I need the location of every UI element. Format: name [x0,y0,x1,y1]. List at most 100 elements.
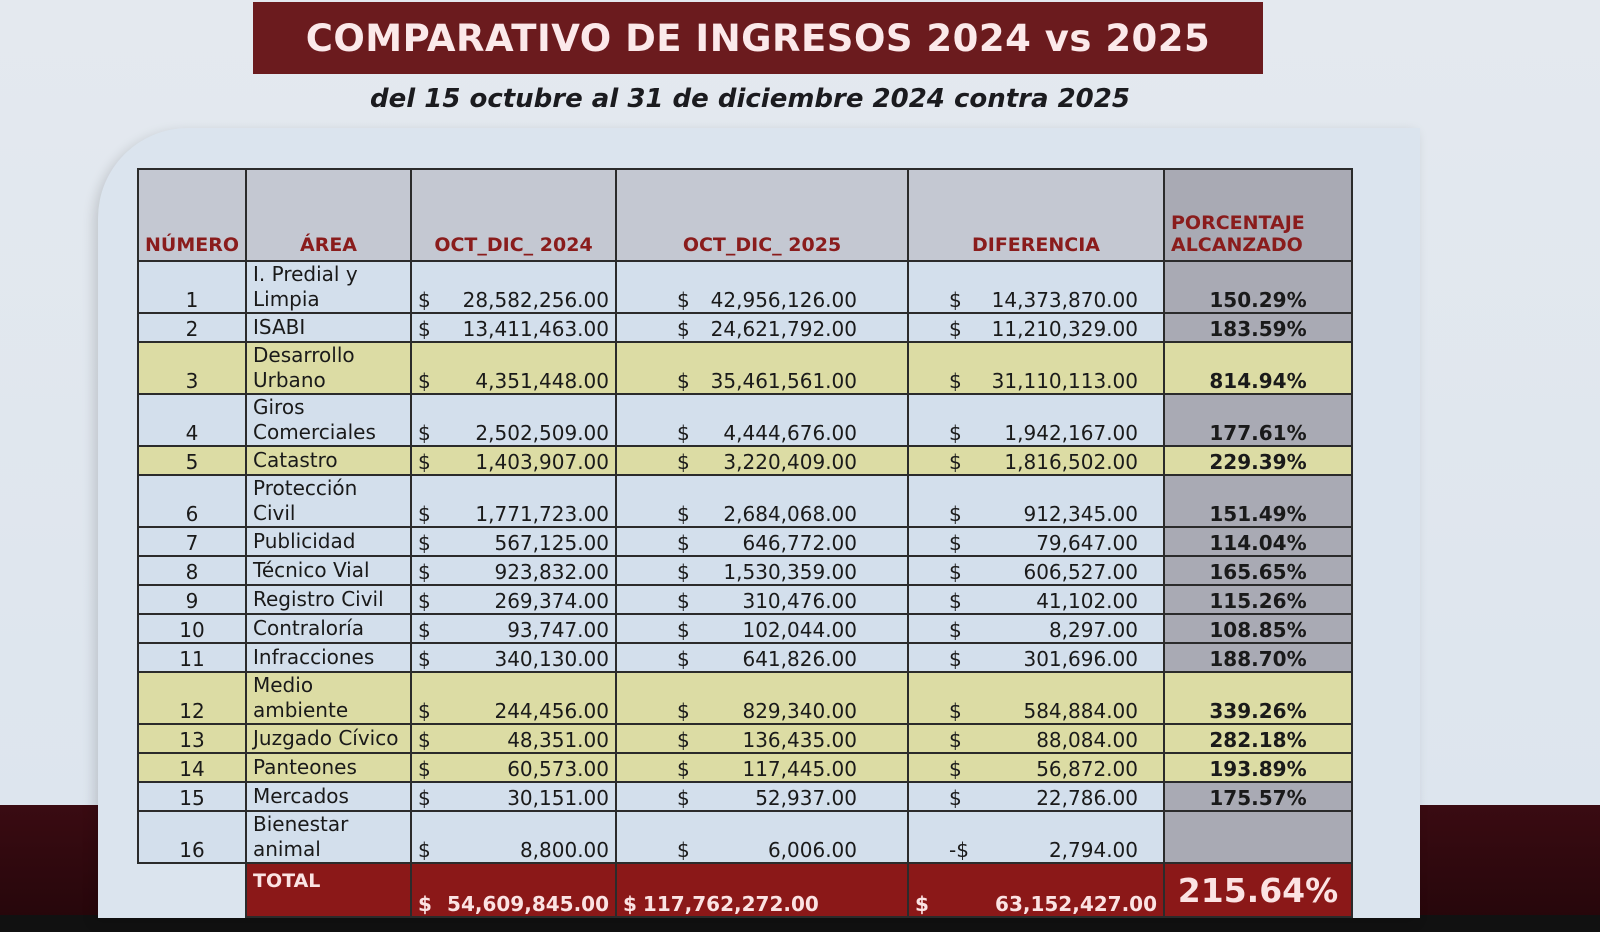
total-porcentaje: 215.64% [1163,862,1353,918]
row-2024: $4,351,448.00 [410,341,617,395]
row-2024: $60,573.00 [410,752,617,783]
row-2024: $8,800.00 [410,810,617,864]
row-area: Publicidad [245,526,412,557]
row-2025: $117,445.00 [615,752,909,783]
row-2024: $244,456.00 [410,671,617,725]
table-row: 9 Registro Civil $269,374.00 $310,476.00 $41… [137,584,1353,615]
row-number: 9 [137,584,247,615]
row-2025: $641,826.00 [615,642,909,673]
row-diferencia: $88,084.00 [907,723,1165,754]
row-2024: $93,747.00 [410,613,617,644]
table-row: 1 I. Predial y Limpia $28,582,256.00 $42,956… [137,260,1353,314]
row-2025: $310,476.00 [615,584,909,615]
row-porcentaje: 115.26% [1163,584,1353,615]
row-area: Bienestar animal [245,810,412,864]
table-row: 11 Infracciones $340,130.00 $641,826.00 $301… [137,642,1353,673]
row-2025: $2,684,068.00 [615,474,909,528]
row-number: 15 [137,781,247,812]
row-2025: $102,044.00 [615,613,909,644]
row-2024: $1,771,723.00 [410,474,617,528]
backdrop-floor [0,915,1600,932]
row-2025: $52,937.00 [615,781,909,812]
row-number: 8 [137,555,247,586]
row-area: ISABI [245,312,412,343]
row-2024: $567,125.00 [410,526,617,557]
table-row: 13 Juzgado Cívico $48,351.00 $136,435.00 $88… [137,723,1353,754]
row-porcentaje: 193.89% [1163,752,1353,783]
page-title: COMPARATIVO DE INGRESOS 2024 vs 2025 [305,16,1211,60]
row-2024: $2,502,509.00 [410,393,617,447]
row-diferencia: $22,786.00 [907,781,1165,812]
row-area: I. Predial y Limpia [245,260,412,314]
total-2025: $117,762,272.00 [615,862,909,918]
row-diferencia: $1,942,167.00 [907,393,1165,447]
row-diferencia: $584,884.00 [907,671,1165,725]
row-area: Contraloría [245,613,412,644]
row-number: 6 [137,474,247,528]
table-row: 5 Catastro $1,403,907.00 $3,220,409.00 $1,81… [137,445,1353,476]
row-number: 12 [137,671,247,725]
row-area: Infracciones [245,642,412,673]
row-number: 1 [137,260,247,314]
row-diferencia: $11,210,329.00 [907,312,1165,343]
row-area: Técnico Vial [245,555,412,586]
row-area: Desarrollo Urbano [245,341,412,395]
row-2024: $28,582,256.00 [410,260,617,314]
row-number: 11 [137,642,247,673]
row-2025: $24,621,792.00 [615,312,909,343]
row-porcentaje: 229.39% [1163,445,1353,476]
row-area: Catastro [245,445,412,476]
table-row: 6 Protección Civil $1,771,723.00 $2,684,068… [137,474,1353,528]
row-porcentaje: 108.85% [1163,613,1353,644]
row-area: Protección Civil [245,474,412,528]
row-porcentaje: 814.94% [1163,341,1353,395]
row-2025: $136,435.00 [615,723,909,754]
table-row: 8 Técnico Vial $923,832.00 $1,530,359.00 $60… [137,555,1353,586]
row-porcentaje: 177.61% [1163,393,1353,447]
row-2024: $30,151.00 [410,781,617,812]
row-diferencia: $41,102.00 [907,584,1165,615]
row-2024: $13,411,463.00 [410,312,617,343]
header-area: ÁREA [245,168,412,262]
row-diferencia: $79,647.00 [907,526,1165,557]
row-porcentaje: 151.49% [1163,474,1353,528]
row-porcentaje: 188.70% [1163,642,1353,673]
row-number: 10 [137,613,247,644]
row-2025: $6,006.00 [615,810,909,864]
row-porcentaje: 114.04% [1163,526,1353,557]
table-row: 2 ISABI $13,411,463.00 $24,621,792.00 $11,21… [137,312,1353,343]
row-porcentaje: 339.26% [1163,671,1353,725]
row-area: Panteones [245,752,412,783]
table-row: 3 Desarrollo Urbano $4,351,448.00 $35,461,56… [137,341,1353,395]
table-row: 4 Giros Comerciales $2,502,509.00 $4,444,676… [137,393,1353,447]
row-area: Medio ambiente [245,671,412,725]
header-porcentaje: PORCENTAJE ALCANZADO [1163,168,1353,262]
row-number: 2 [137,312,247,343]
row-number: 4 [137,393,247,447]
row-number: 5 [137,445,247,476]
row-diferencia: $1,816,502.00 [907,445,1165,476]
row-diferencia: $606,527.00 [907,555,1165,586]
total-row: TOTAL $54,609,845.00 $117,762,272.00 $63… [138,862,1353,918]
row-number: 14 [137,752,247,783]
row-2025: $4,444,676.00 [615,393,909,447]
row-2024: $269,374.00 [410,584,617,615]
row-diferencia: $8,297.00 [907,613,1165,644]
row-number: 3 [137,341,247,395]
table-row: 15 Mercados $30,151.00 $52,937.00 $22,786.00… [137,781,1353,812]
row-2025: $829,340.00 [615,671,909,725]
row-2025: $646,772.00 [615,526,909,557]
table-header-row: NÚMERO ÁREA OCT_DIC_ 2024 OCT_DIC_ 2025 … [137,168,1353,262]
income-comparison-table: NÚMERO ÁREA OCT_DIC_ 2024 OCT_DIC_ 2025 … [137,168,1353,918]
row-diferencia: $912,345.00 [907,474,1165,528]
row-number: 16 [137,810,247,864]
row-2024: $1,403,907.00 [410,445,617,476]
table-row: 16 Bienestar animal $8,800.00 $6,006.00 -$ 2,… [137,810,1353,864]
row-diferencia: $14,373,870.00 [907,260,1165,314]
row-porcentaje: 175.57% [1163,781,1353,812]
page-subtitle: del 15 octubre al 31 de diciembre 2024 c… [370,84,1130,114]
row-diferencia: $31,110,113.00 [907,341,1165,395]
row-2025: $42,956,126.00 [615,260,909,314]
header-numero: NÚMERO [137,168,247,262]
header-2025: OCT_DIC_ 2025 [615,168,909,262]
